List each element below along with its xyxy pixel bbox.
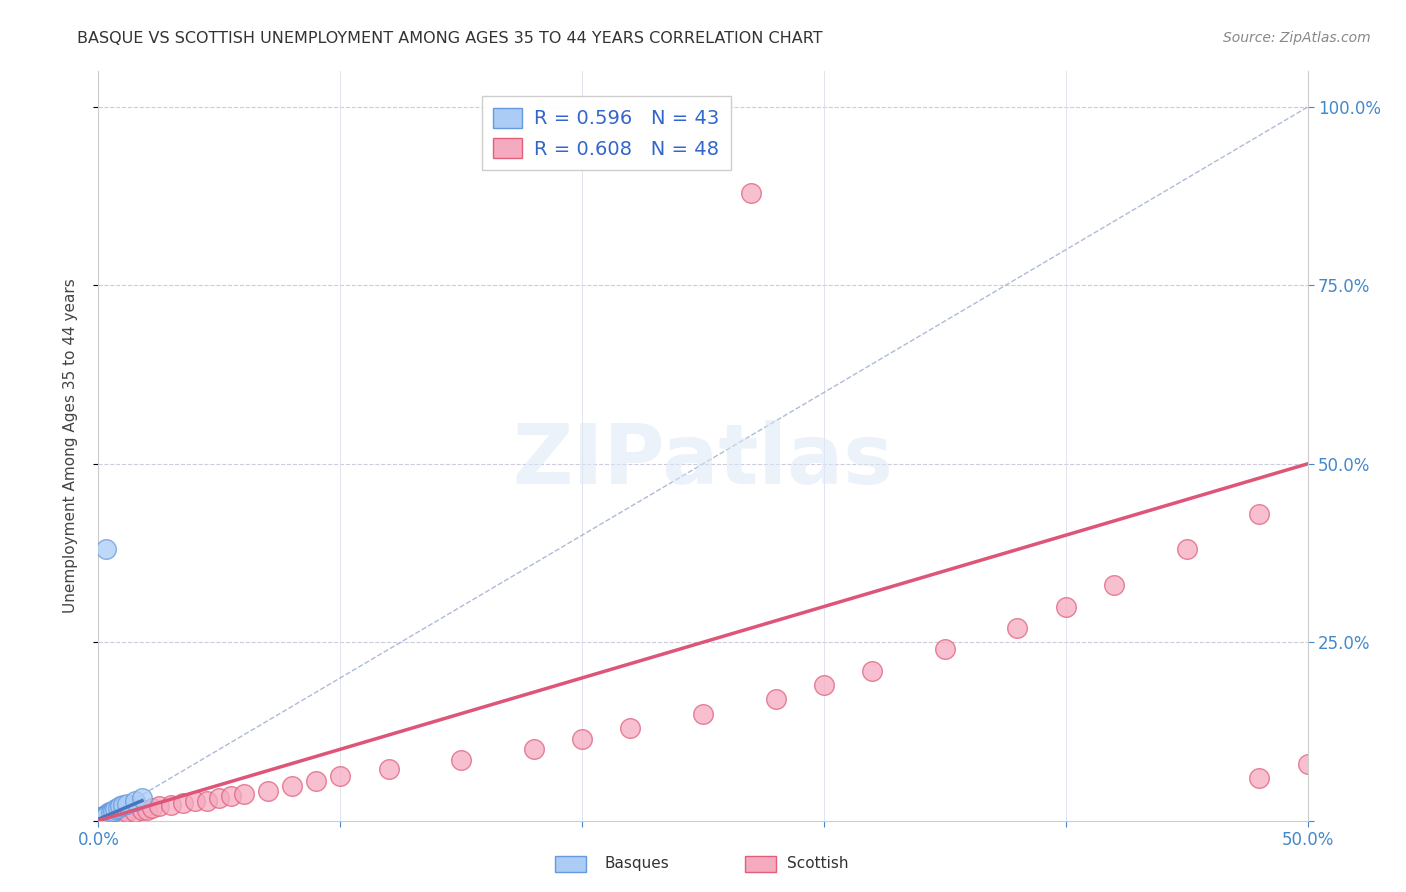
Point: [91, 812, 114, 826]
Point: [94, 808, 117, 822]
Point: [172, 796, 194, 810]
Text: Scottish: Scottish: [787, 856, 849, 871]
Point: [135, 803, 157, 817]
Text: BASQUE VS SCOTTISH UNEMPLOYMENT AMONG AGES 35 TO 44 YEARS CORRELATION CHART: BASQUE VS SCOTTISH UNEMPLOYMENT AMONG AG…: [77, 31, 823, 46]
Point: [89, 813, 111, 827]
Point: [281, 780, 304, 794]
Legend: R = 0.596   N = 43, R = 0.608   N = 48: R = 0.596 N = 43, R = 0.608 N = 48: [482, 96, 731, 170]
Point: [98, 805, 121, 819]
Point: [96, 810, 118, 824]
Point: [208, 790, 231, 805]
Point: [571, 731, 593, 746]
Point: [450, 753, 472, 767]
Point: [91, 811, 114, 825]
Y-axis label: Unemployment Among Ages 35 to 44 years: Unemployment Among Ages 35 to 44 years: [63, 278, 77, 614]
Point: [111, 808, 134, 822]
Point: [94, 812, 117, 826]
Point: [117, 797, 139, 811]
Point: [107, 810, 129, 824]
Text: Source: ZipAtlas.com: Source: ZipAtlas.com: [1223, 31, 1371, 45]
Point: [91, 811, 114, 825]
Point: [90, 813, 112, 827]
Point: [93, 812, 115, 826]
Point: [91, 810, 114, 824]
Point: [89, 810, 111, 824]
Point: [1249, 771, 1271, 785]
Point: [619, 721, 641, 735]
Point: [91, 809, 114, 823]
Point: [124, 794, 146, 808]
Point: [329, 769, 352, 783]
Point: [256, 783, 278, 797]
Point: [96, 807, 118, 822]
Point: [97, 809, 120, 823]
Point: [91, 812, 114, 826]
Point: [107, 806, 129, 821]
Point: [100, 808, 122, 822]
Point: [160, 797, 183, 812]
Point: [1175, 542, 1198, 557]
Text: ZIPatlas: ZIPatlas: [513, 420, 893, 501]
Point: [97, 806, 120, 821]
Point: [104, 802, 127, 816]
Point: [148, 799, 170, 814]
Point: [91, 811, 114, 825]
Point: [94, 811, 117, 825]
Point: [91, 811, 114, 825]
Point: [1102, 578, 1125, 592]
Point: [765, 692, 787, 706]
Point: [93, 809, 115, 823]
Point: [111, 806, 134, 821]
Point: [100, 811, 122, 825]
Point: [90, 812, 112, 826]
Point: [100, 806, 122, 821]
Point: [232, 787, 254, 801]
Point: [94, 808, 117, 822]
Point: [131, 803, 153, 817]
Point: [141, 801, 163, 815]
Point: [100, 805, 122, 819]
Point: [813, 678, 835, 692]
Point: [101, 811, 124, 825]
Point: [101, 804, 124, 818]
Point: [124, 805, 146, 819]
Point: [108, 799, 131, 814]
Point: [1054, 599, 1077, 614]
Point: [305, 774, 328, 789]
Point: [111, 797, 134, 812]
Point: [131, 790, 153, 805]
Point: [692, 706, 714, 721]
Point: [195, 794, 218, 808]
Point: [108, 809, 131, 823]
Point: [184, 794, 207, 808]
Point: [89, 812, 111, 826]
Point: [104, 810, 127, 824]
Point: [1249, 507, 1271, 521]
Point: [117, 805, 139, 819]
Point: [1007, 621, 1029, 635]
Point: [97, 812, 120, 826]
Point: [93, 808, 115, 822]
Point: [89, 813, 111, 827]
Point: [90, 812, 112, 826]
Point: [96, 808, 118, 822]
Point: [1296, 756, 1319, 771]
Point: [90, 812, 112, 826]
Point: [934, 642, 956, 657]
Point: [94, 809, 117, 823]
Point: [860, 664, 883, 678]
Point: [90, 812, 112, 826]
Point: [221, 789, 243, 803]
Point: [377, 762, 399, 776]
Text: Basques: Basques: [605, 856, 669, 871]
Point: [98, 808, 121, 822]
Point: [523, 742, 546, 756]
Point: [93, 810, 115, 824]
Point: [740, 186, 762, 200]
Point: [91, 812, 114, 826]
Point: [94, 542, 117, 557]
Point: [97, 807, 120, 822]
Point: [107, 801, 129, 815]
